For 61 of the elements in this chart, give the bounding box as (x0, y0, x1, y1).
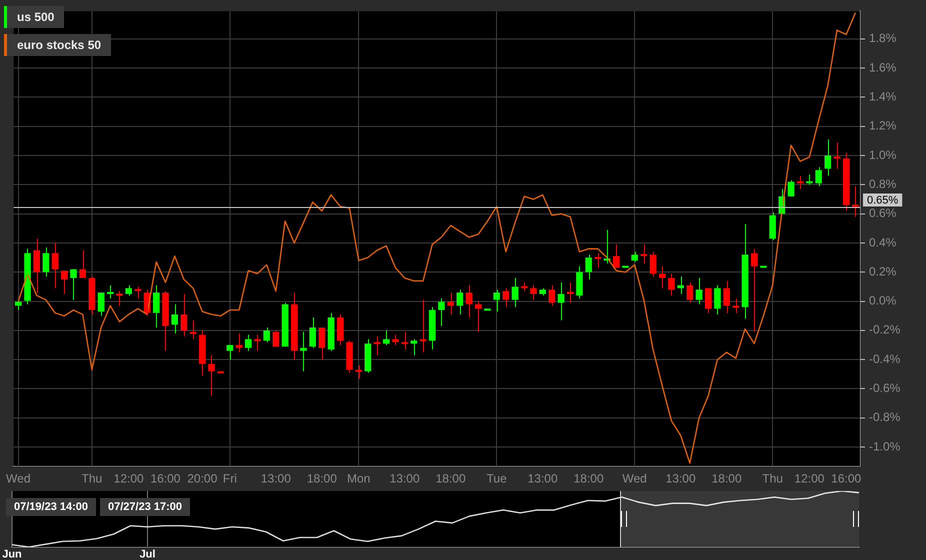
candlestick (346, 340, 353, 374)
annotation: 07/27/23 17:00 (100, 498, 190, 516)
annotation: 07/19/23 14:00 (6, 498, 96, 516)
candlestick (788, 180, 794, 197)
x-tick-label: Jun (2, 548, 22, 560)
x-tick-label: Thu (82, 472, 102, 486)
candlestick (328, 312, 334, 352)
candlestick (650, 251, 656, 277)
x-tick-label: Thu (762, 472, 783, 486)
legend-label: us 500 (7, 6, 64, 28)
candlestick (834, 142, 840, 170)
x-tick-label: Fri (222, 472, 237, 486)
x-tick-label: 13:00 (260, 472, 292, 486)
y-tick-label: 1.6% (869, 60, 897, 74)
candlestick (420, 299, 426, 353)
x-tick-label: 18:00 (436, 472, 466, 486)
candlestick (254, 334, 261, 352)
x-tick-label: 12:00 (114, 472, 144, 486)
candlestick (742, 224, 748, 320)
x-tick-label: 13:00 (528, 472, 558, 486)
y-tick-label: -0.2% (869, 322, 901, 337)
candlestick (696, 277, 702, 305)
candlestick (70, 268, 77, 300)
candlestick (300, 331, 307, 372)
x-tick-label: 18:00 (574, 472, 604, 486)
y-tick-label: 1.0% (869, 148, 897, 162)
candlestick (512, 277, 518, 308)
candlestick (282, 302, 288, 347)
y-tick-label: -0.8% (869, 410, 901, 424)
x-tick-label: 12:00 (794, 472, 825, 486)
y-tick-label: 0.8% (869, 176, 897, 191)
ref-line-label: 0.65% (867, 194, 898, 207)
x-tick-label: 18:00 (712, 472, 742, 486)
x-tick-label: Mon (346, 472, 370, 486)
candlestick (392, 334, 399, 346)
candlestick (208, 354, 215, 397)
y-tick-label: 0.4% (869, 235, 897, 250)
y-tick-label: -0.4% (869, 352, 901, 366)
candlestick (374, 336, 380, 356)
y-tick-label: 1.2% (869, 118, 897, 133)
y-tick-label: 1.8% (869, 31, 897, 46)
x-tick-label: 16:00 (150, 472, 181, 486)
x-tick-label: 13:00 (390, 472, 420, 486)
x-tick-label: 13:00 (666, 472, 696, 486)
x-tick-label: 18:00 (306, 472, 338, 486)
y-tick-label: -1.0% (869, 439, 901, 454)
x-tick-label: Tue (486, 472, 508, 486)
x-tick-label: 16:00 (831, 472, 862, 486)
legend-label: euro stocks 50 (7, 34, 112, 56)
y-tick-label: 0.6% (869, 206, 897, 220)
y-tick-label: 0.0% (869, 294, 897, 308)
x-tick-label: 20:00 (187, 472, 218, 486)
candlestick (236, 332, 242, 353)
x-tick-label: Wed (622, 472, 647, 486)
x-tick-label: Jul (140, 548, 156, 560)
y-tick-label: 0.2% (869, 264, 897, 278)
y-tick-label: -0.6% (869, 381, 901, 396)
candlestick (116, 290, 123, 306)
x-tick-label: Wed (6, 472, 31, 486)
candlestick (162, 290, 169, 352)
y-tick-label: 1.4% (869, 90, 897, 104)
